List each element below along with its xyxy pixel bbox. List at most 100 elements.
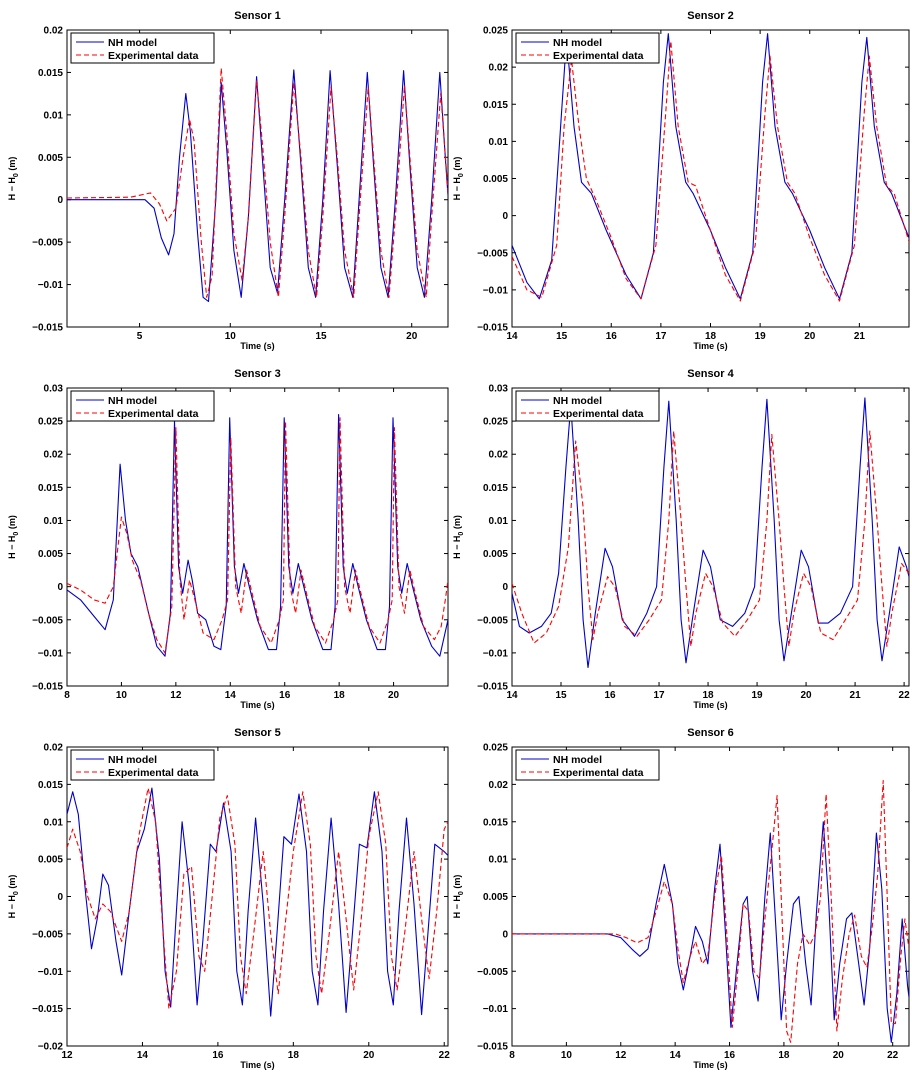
y-tick-label: −0.005 (32, 615, 63, 626)
y-tick-label: −0.005 (32, 929, 63, 940)
x-tick-label: 20 (833, 1050, 845, 1061)
y-tick-label: 0.005 (483, 549, 508, 560)
y-axis-label-main: H − H (452, 895, 462, 918)
y-tick-label: 0.025 (483, 417, 508, 428)
x-axis-label: Time (s) (240, 1060, 274, 1070)
x-axis-label: Time (s) (693, 700, 727, 710)
y-tick-label: 0 (57, 582, 63, 593)
y-tick-label: 0.005 (38, 549, 63, 560)
x-tick-label: 16 (606, 331, 618, 342)
series-line-nh-model (67, 69, 448, 303)
x-tick-label: 20 (388, 690, 400, 701)
legend-entry: Experimental data (108, 767, 199, 779)
panel-sensor-5: Sensor 5 12 14 16 18 20 22 −0.02 −0.015 −0.01 −0.0… (7, 727, 450, 1070)
legend-entry: Experimental data (108, 50, 199, 62)
x-tick-label: 18 (705, 331, 717, 342)
x-tick-label: 21 (850, 690, 862, 701)
series-line-nh-model (67, 787, 448, 1017)
x-tick-label: 8 (509, 1050, 515, 1061)
panel-sensor-3: Sensor 3 8 10 12 14 16 18 20 −0.015 −0.01 −0.005 0 0… (7, 368, 449, 710)
series-line-experimental-data (67, 67, 448, 298)
panel-sensor-1: Sensor 1 5 10 15 20 −0.015 −0.01 −0.005 0 0.005 0.… (7, 10, 449, 351)
x-tick-label: 16 (212, 1050, 224, 1061)
y-tick-label: 0.02 (44, 450, 64, 461)
y-tick-label: −0.01 (483, 648, 509, 659)
chart-title: Sensor 4 (687, 368, 734, 380)
y-tick-label: 0.025 (38, 417, 63, 428)
legend-box (515, 749, 660, 781)
y-tick-label: 0.01 (44, 110, 64, 121)
legend-entry: NH model (108, 37, 157, 49)
legend-box (515, 32, 660, 64)
legend-box (70, 32, 215, 64)
chart-title: Sensor 1 (234, 10, 280, 22)
y-axis-label-unit: (m) (7, 157, 17, 174)
y-tick-label: 0.01 (489, 516, 509, 527)
y-tick-label: 0.005 (38, 153, 63, 164)
y-axis-label-unit: (m) (7, 875, 17, 892)
x-tick-label: 8 (64, 690, 70, 701)
y-axis-label: H − H0 (m) (7, 515, 20, 559)
y-axis-label-subscript: 0 (458, 891, 465, 895)
y-tick-label: −0.005 (477, 248, 508, 259)
y-tick-label: 0.03 (44, 384, 64, 395)
x-tick-label: 19 (755, 331, 767, 342)
y-tick-label: 0.02 (489, 780, 509, 791)
x-tick-label: 18 (334, 690, 346, 701)
y-axis-label-unit: (m) (452, 875, 462, 892)
y-tick-label: 0 (57, 892, 63, 903)
y-axis-label-subscript: 0 (13, 532, 20, 536)
y-tick-label: 0.005 (38, 855, 63, 866)
x-axis-label: Time (s) (240, 700, 274, 710)
y-axis-label-subscript: 0 (458, 532, 465, 536)
y-tick-label: 0.01 (489, 855, 509, 866)
panel-sensor-4: Sensor 4 14 15 16 17 18 19 20 21 22 −0.015 −0.01 −0.… (452, 368, 910, 710)
y-tick-label: 0.025 (483, 26, 508, 37)
y-tick-label: 0.03 (489, 384, 509, 395)
y-tick-label: −0.015 (32, 1004, 63, 1015)
y-tick-label: 0.02 (489, 63, 509, 74)
x-axis-label: Time (s) (693, 1060, 727, 1070)
x-axis-label: Time (s) (693, 341, 727, 351)
series-line-nh-model (512, 397, 909, 669)
legend-entry: Experimental data (108, 408, 199, 420)
legend-entry: NH model (553, 754, 602, 766)
y-tick-label: 0 (502, 211, 508, 222)
x-tick-label: 20 (363, 1050, 375, 1061)
y-tick-label: 0.01 (44, 817, 64, 828)
plot-area (511, 746, 910, 1047)
x-tick-label: 10 (225, 331, 237, 342)
legend-box (70, 390, 215, 422)
x-tick-label: 12 (61, 1050, 73, 1061)
x-tick-label: 18 (288, 1050, 300, 1061)
series-line-nh-model (67, 413, 448, 657)
y-tick-label: −0.02 (38, 1042, 64, 1053)
x-tick-label: 5 (137, 331, 143, 342)
chart-title: Sensor 3 (234, 368, 280, 380)
x-tick-label: 18 (778, 1050, 790, 1061)
y-axis-label: H − H0 (m) (7, 875, 20, 919)
x-tick-label: 20 (406, 331, 418, 342)
y-tick-label: 0.02 (489, 450, 509, 461)
legend-box (515, 390, 660, 422)
y-tick-label: 0.015 (38, 780, 63, 791)
x-tick-label: 10 (561, 1050, 573, 1061)
y-axis-label: H − H0 (m) (452, 875, 465, 919)
y-axis-label: H − H0 (m) (452, 515, 465, 559)
legend-entry: NH model (108, 395, 157, 407)
plot-area (66, 29, 449, 328)
y-axis-label-main: H − H (7, 536, 17, 559)
chart-title: Sensor 5 (234, 727, 280, 739)
y-tick-label: −0.005 (477, 967, 508, 978)
y-tick-label: 0.015 (38, 483, 63, 494)
legend-entry: Experimental data (553, 50, 644, 62)
series-line-experimental-data (67, 417, 448, 654)
panel-sensor-2: Sensor 2 14 15 16 17 18 19 20 21 −0.015 −0.01 −0.00… (452, 10, 910, 351)
series-line-experimental-data (512, 40, 909, 302)
x-tick-label: 12 (170, 690, 182, 701)
x-tick-label: 17 (653, 690, 665, 701)
series-line-experimental-data (67, 787, 448, 1010)
